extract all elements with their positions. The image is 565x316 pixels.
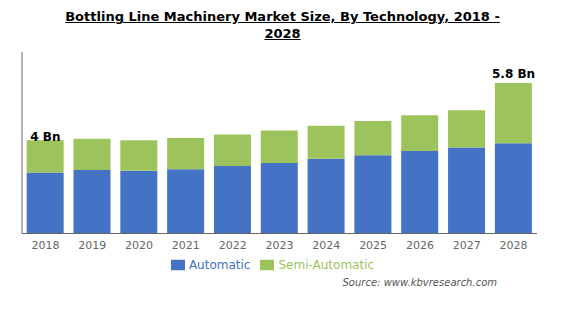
svg-text:4 Bn: 4 Bn xyxy=(30,130,60,144)
html-text:Source: www.kbvresearch.com: Source: www.kbvresearch.com xyxy=(342,277,497,288)
html-text:Automatic: Automatic xyxy=(188,257,251,272)
svg-text:2028: 2028 xyxy=(500,239,528,252)
svg-text:2022: 2022 xyxy=(219,239,247,252)
svg-text:2018: 2018 xyxy=(31,239,59,252)
svg-text:2023: 2023 xyxy=(266,239,294,252)
html-text:2028: 2028 xyxy=(264,26,301,41)
svg-text:2025: 2025 xyxy=(359,239,387,252)
html-text:Bottling Line Machinery Market: Bottling Line Machinery Market Size, By … xyxy=(65,9,500,24)
svg-text:2020: 2020 xyxy=(125,239,153,252)
svg-text:2019: 2019 xyxy=(78,239,106,252)
svg-text:2024: 2024 xyxy=(312,239,340,252)
svg-text:5.8 Bn: 5.8 Bn xyxy=(492,67,535,81)
html-text:Semi-Automatic: Semi-Automatic xyxy=(278,257,375,272)
svg-text:2027: 2027 xyxy=(453,239,481,252)
svg-text:2026: 2026 xyxy=(406,239,434,252)
svg-text:2021: 2021 xyxy=(172,239,200,252)
